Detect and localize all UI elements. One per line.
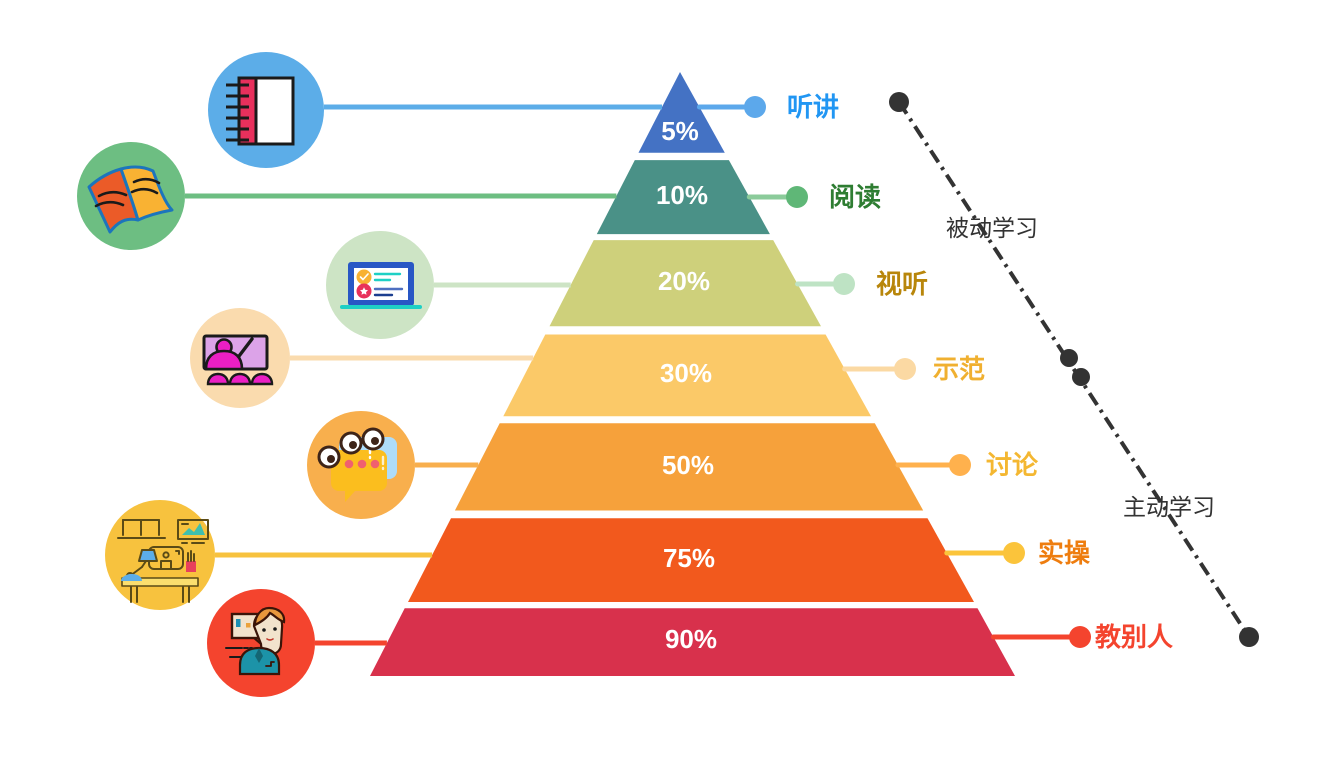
svg-text:示范: 示范: [933, 354, 985, 384]
svg-text:5%: 5%: [661, 116, 699, 146]
svg-text:视听: 视听: [876, 269, 928, 299]
svg-text:被动学习: 被动学习: [946, 215, 1038, 241]
svg-text:75%: 75%: [663, 543, 715, 573]
svg-text:50%: 50%: [662, 450, 714, 480]
svg-text:20%: 20%: [658, 266, 710, 296]
svg-text:实操: 实操: [1038, 538, 1091, 568]
svg-text:90%: 90%: [665, 624, 717, 654]
svg-text:阅读: 阅读: [829, 182, 881, 212]
svg-text:讨论: 讨论: [986, 450, 1039, 480]
svg-text:主动学习: 主动学习: [1123, 494, 1215, 520]
svg-text:教别人: 教别人: [1095, 622, 1173, 652]
svg-text:10%: 10%: [656, 180, 708, 210]
svg-text:30%: 30%: [660, 358, 712, 388]
svg-text:听讲: 听讲: [787, 92, 839, 122]
